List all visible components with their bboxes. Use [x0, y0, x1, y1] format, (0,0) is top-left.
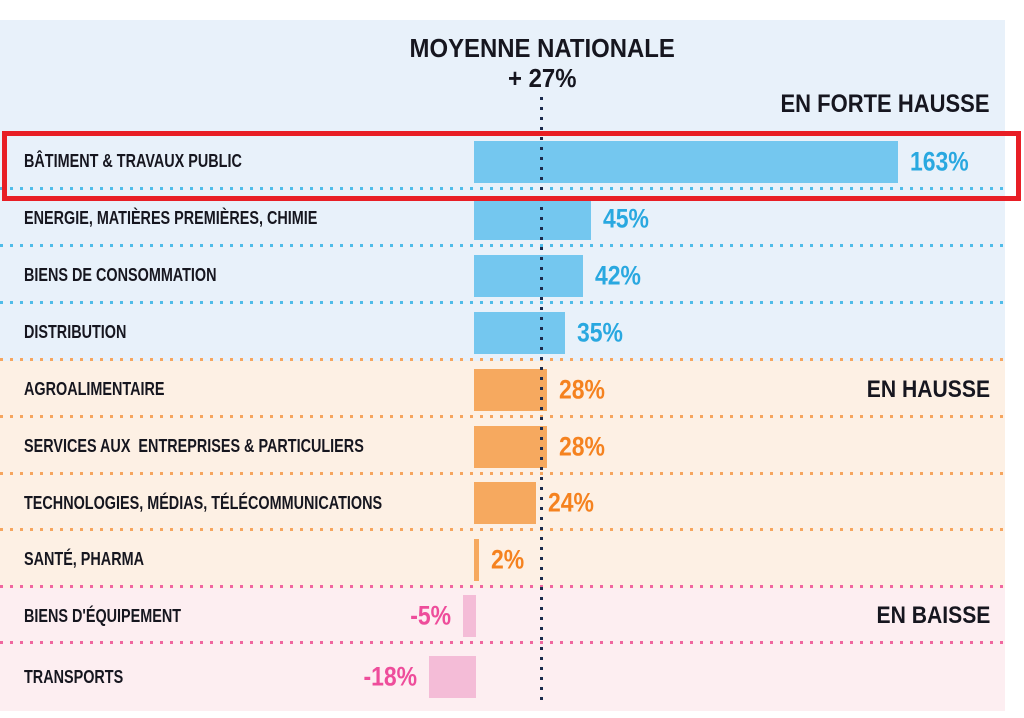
sector-value: 42%: [595, 260, 641, 290]
row-separator: [0, 415, 1005, 418]
sector-row: SERVICES AUX ENTREPRISES & PARTICULIERS 2…: [0, 418, 1005, 475]
sector-bar: [463, 595, 476, 637]
sector-label: BIENS DE CONSOMMATION: [24, 265, 217, 285]
sector-label: TRANSPORTS: [24, 666, 124, 687]
sector-row: TECHNOLOGIES, MÉDIAS, TÉLÉCOMMUNICATIONS…: [0, 475, 1005, 531]
sector-bar: [429, 656, 476, 698]
sector-value: -5%: [410, 600, 451, 631]
row-separator: [0, 641, 1005, 644]
row-separator: [0, 472, 1005, 475]
sector-label: SANTÉ, PHARMA: [24, 549, 145, 569]
sector-value: 163%: [910, 146, 969, 176]
sector-bar: [474, 255, 583, 297]
sector-row: AGROALIMENTAIRE 28% EN HAUSSE: [0, 361, 1005, 418]
section-down: [0, 588, 1005, 711]
sector-value: 28%: [559, 374, 605, 404]
sector-value: 45%: [603, 203, 649, 233]
sector-row: TRANSPORTS -18%: [0, 644, 1005, 710]
row-separator: [0, 244, 1005, 247]
sector-bar: [474, 426, 547, 468]
zone-label-en-hausse: EN HAUSSE: [866, 375, 990, 403]
sector-bar: [474, 198, 591, 240]
row-separator: [0, 187, 1005, 190]
sector-bar: [474, 482, 536, 524]
sector-value: 2%: [491, 544, 525, 574]
sector-label: SERVICES AUX ENTREPRISES & PARTICULIERS: [24, 436, 364, 456]
zone-label-en-forte-hausse: EN FORTE HAUSSE: [780, 90, 990, 118]
sector-row: BIENS D'ÉQUIPEMENT -5% EN BAISSE: [0, 588, 1005, 644]
sector-label: AGROALIMENTAIRE: [24, 379, 165, 399]
sector-value: -18%: [363, 661, 417, 692]
sector-bar: [474, 369, 547, 411]
row-separator: [0, 528, 1005, 531]
highlight-box: [2, 131, 1021, 201]
row-separator: [0, 585, 1005, 588]
row-separator: [0, 301, 1005, 304]
sector-bar: [474, 312, 565, 354]
sector-row: ENERGIE, MATIÈRES PREMIÈRES, CHIMIE 45%: [0, 190, 1005, 247]
sector-label: DISTRIBUTION: [24, 322, 127, 342]
sector-label: BIENS D'ÉQUIPEMENT: [24, 605, 182, 626]
sector-row: BÂTIMENT & TRAVAUX PUBLIC 163%: [0, 133, 1005, 190]
national-average-line: [540, 97, 543, 703]
section-strong-up: [0, 20, 1005, 361]
sector-label: ENERGIE, MATIÈRES PREMIÈRES, CHIMIE: [24, 208, 318, 228]
sector-row: BIENS DE CONSOMMATION 42%: [0, 247, 1005, 304]
sector-value: 35%: [577, 317, 623, 347]
sector-value: 28%: [559, 431, 605, 461]
sector-value: 24%: [548, 487, 594, 518]
zone-label-en-baisse: EN BAISSE: [876, 602, 990, 629]
sector-label: BÂTIMENT & TRAVAUX PUBLIC: [24, 151, 242, 171]
national-average-value: + 27%: [507, 62, 577, 93]
chart-title: MOYENNE NATIONALE + 27%: [342, 33, 742, 94]
sector-bar: [474, 141, 898, 183]
row-separator: [0, 358, 1005, 361]
sector-row: SANTÉ, PHARMA 2%: [0, 531, 1005, 588]
sector-row: DISTRIBUTION 35%: [0, 304, 1005, 361]
sector-bar: [474, 539, 479, 581]
sector-label: TECHNOLOGIES, MÉDIAS, TÉLÉCOMMUNICATIONS: [24, 492, 383, 513]
chart-title-line1: MOYENNE NATIONALE: [409, 33, 675, 63]
